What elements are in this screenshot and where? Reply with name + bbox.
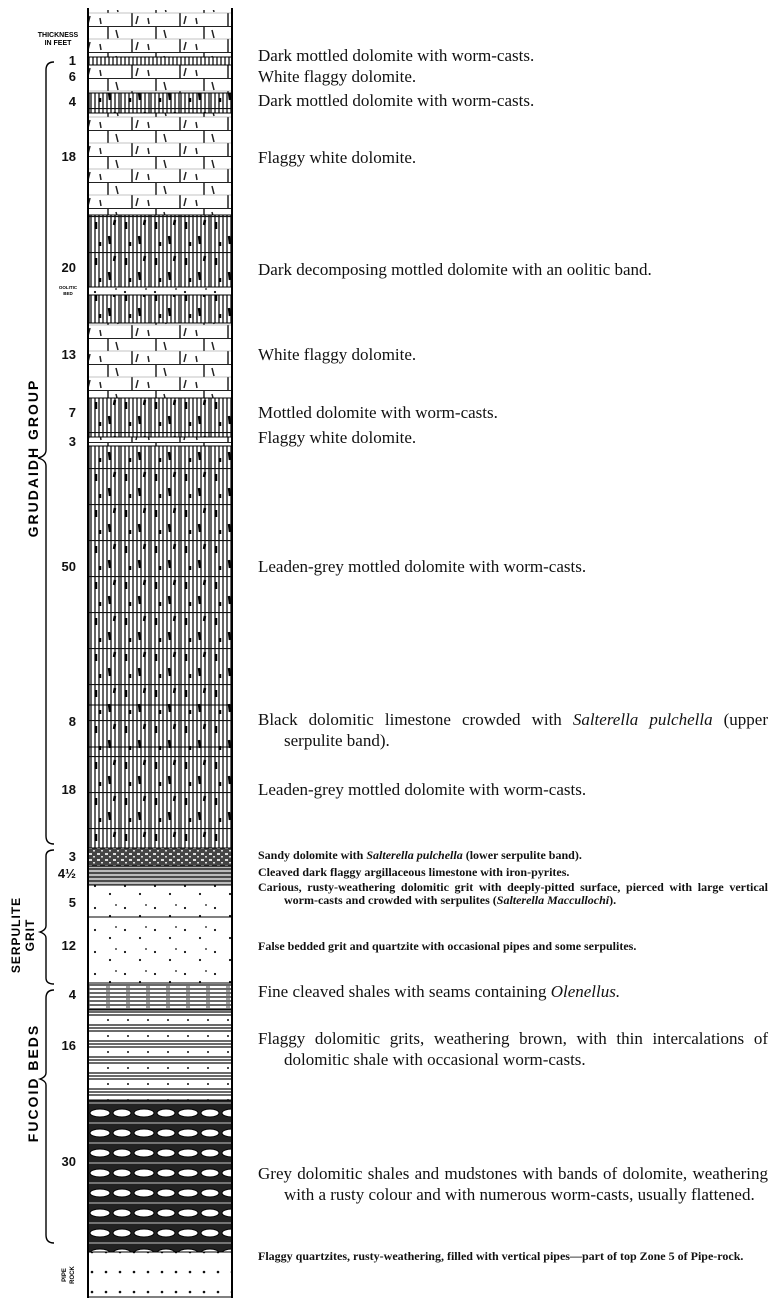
- thickness: 8: [69, 714, 76, 729]
- description: Mottled dolomite with worm-casts.: [258, 402, 768, 423]
- layer: [88, 398, 232, 437]
- description-text: Flaggy quartzites, rusty-weathering, fil…: [258, 1249, 743, 1263]
- description: White flaggy dolomite.: [258, 344, 768, 365]
- group-label: GRIT: [23, 919, 37, 952]
- description-text: Olenellus.: [551, 982, 620, 1001]
- description-text: Dark decomposing mottled dolomite with a…: [258, 260, 652, 279]
- layer: [88, 848, 232, 866]
- oolitic-band: [88, 287, 232, 295]
- layer: [88, 705, 232, 747]
- description: False bedded grit and quartzite with occ…: [258, 940, 768, 953]
- description-text: Sandy dolomite with: [258, 848, 366, 862]
- description: Flaggy quartzites, rusty-weathering, fil…: [258, 1250, 768, 1263]
- column: THICKNESS IN FEET OOLITIC BED GRUDAIDH G…: [0, 0, 772, 1301]
- description: Grey dolomitic shales and mudstones with…: [258, 1163, 768, 1205]
- thickness: 4: [69, 987, 76, 1002]
- description-text: Salterella pulchella: [573, 710, 713, 729]
- description-text: Flaggy white dolomite.: [258, 148, 416, 167]
- description-text: White flaggy dolomite.: [258, 67, 416, 86]
- description-text: Grey dolomitic shales and mudstones with…: [258, 1164, 768, 1204]
- thickness: 7: [69, 405, 76, 420]
- thickness: 1: [69, 53, 76, 68]
- description: Carious, rusty-weathering dolomitic grit…: [258, 881, 768, 907]
- thickness: 5: [69, 895, 76, 910]
- description: Fine cleaved shales with seams containin…: [258, 981, 768, 1002]
- description-text: Mottled dolomite with worm-casts.: [258, 403, 498, 422]
- layer: [88, 323, 232, 398]
- layer: [88, 866, 232, 885]
- thickness: 18: [62, 782, 76, 797]
- description: Leaden-grey mottled dolomite with worm-c…: [258, 779, 768, 800]
- header-label: IN FEET: [45, 40, 73, 47]
- description-text: Flaggy dolomitic grits, weathering brown…: [258, 1029, 768, 1069]
- description: Black dolomitic limestone crowded with S…: [258, 709, 768, 751]
- thickness: 18: [62, 149, 76, 164]
- description-text: Fine cleaved shales with seams containin…: [258, 982, 551, 1001]
- description: Dark decomposing mottled dolomite with a…: [258, 259, 768, 280]
- layer: [88, 885, 232, 917]
- description: Leaden-grey mottled dolomite with worm-c…: [258, 556, 768, 577]
- description-text: Leaden-grey mottled dolomite with worm-c…: [258, 557, 586, 576]
- layer: [88, 215, 232, 323]
- description-text: (lower serpulite band).: [463, 848, 582, 862]
- description: Flaggy dolomitic grits, weathering brown…: [258, 1028, 768, 1070]
- thickness: 6: [69, 69, 76, 84]
- pipe-label: PIPE: [62, 1268, 68, 1282]
- layer: [88, 1252, 232, 1297]
- description-text: ).: [609, 893, 616, 907]
- layer: [88, 1100, 232, 1252]
- description-text: Flaggy white dolomite.: [258, 428, 416, 447]
- header-label: THICKNESS: [38, 32, 79, 39]
- group-label: FUCOID BEDS: [25, 1024, 41, 1142]
- top-bed: [88, 10, 232, 57]
- thickness: 50: [62, 559, 76, 574]
- layer: [88, 437, 232, 446]
- description: Flaggy white dolomite.: [258, 147, 768, 168]
- thickness: 16: [62, 1038, 76, 1053]
- description-text: Cleaved dark flaggy argillaceous limesto…: [258, 865, 569, 879]
- thickness: 12: [62, 938, 76, 953]
- description-text: Dark mottled dolomite with worm-casts.: [258, 46, 534, 65]
- layer: [88, 113, 232, 215]
- description: Flaggy white dolomite.: [258, 427, 768, 448]
- description: Sandy dolomite with Salterella pulchella…: [258, 849, 768, 862]
- layer: [88, 65, 232, 93]
- description: Dark mottled dolomite with worm-casts.: [258, 90, 768, 111]
- thickness: 30: [62, 1154, 76, 1169]
- description-text: Black dolomitic limestone crowded with: [258, 710, 573, 729]
- page: THICKNESS IN FEET OOLITIC BED GRUDAIDH G…: [0, 0, 772, 1301]
- layer: [88, 983, 232, 1010]
- thickness: 3: [69, 849, 76, 864]
- thickness: 13: [62, 347, 76, 362]
- layer: [88, 1010, 232, 1100]
- description-text: Salterella pulchella: [366, 848, 462, 862]
- thickness: 20: [62, 260, 76, 275]
- description: White flaggy dolomite.: [258, 66, 768, 87]
- description-text: Salterella Maccullochi: [497, 893, 609, 907]
- thickness: 3: [69, 434, 76, 449]
- oolitic-label: BED: [63, 291, 73, 296]
- description: Dark mottled dolomite with worm-casts.: [258, 45, 768, 66]
- layer: [88, 93, 232, 113]
- group-label: SERPULITE: [9, 897, 23, 973]
- thickness: 4½: [58, 866, 76, 881]
- layer: [88, 747, 232, 848]
- description-text: False bedded grit and quartzite with occ…: [258, 939, 636, 953]
- pipe-label: ROCK: [70, 1266, 76, 1284]
- description: Cleaved dark flaggy argillaceous limesto…: [258, 866, 768, 879]
- brace: [40, 850, 54, 984]
- group-label: GRUDAIDH GROUP: [25, 379, 41, 538]
- description-text: Dark mottled dolomite with worm-casts.: [258, 91, 534, 110]
- thickness: 4: [69, 94, 76, 109]
- description-text: Leaden-grey mottled dolomite with worm-c…: [258, 780, 586, 799]
- oolitic-label: OOLITIC: [59, 285, 78, 290]
- layer: [88, 917, 232, 983]
- layer: [88, 57, 232, 65]
- layer: [88, 446, 232, 705]
- brace: [40, 990, 54, 1243]
- description-text: White flaggy dolomite.: [258, 345, 416, 364]
